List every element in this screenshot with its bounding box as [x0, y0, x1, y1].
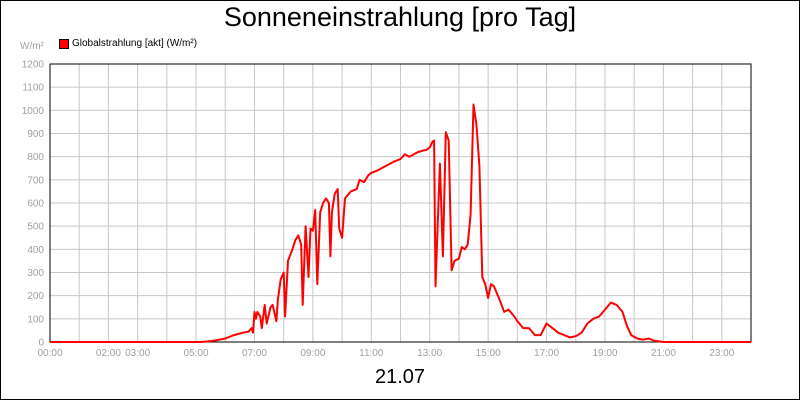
y-tick-label: 1200 — [22, 60, 45, 71]
y-tick-label: 1000 — [22, 106, 45, 117]
plot-border — [49, 63, 752, 343]
y-tick-label: 400 — [27, 245, 44, 256]
x-tick-label: 09:00 — [300, 348, 325, 359]
x-tick-label: 02:00 — [96, 348, 121, 359]
x-tick-label: 21:00 — [651, 348, 676, 359]
y-tick-label: 1100 — [22, 83, 44, 94]
legend-swatch — [59, 38, 69, 49]
x-tick-label: 23:00 — [709, 348, 734, 359]
x-tick-label: 07:00 — [242, 348, 267, 359]
x-tick-label: 11:00 — [359, 348, 384, 359]
x-tick-label: 00:00 — [37, 348, 62, 359]
date-label: 21.07 — [374, 366, 426, 388]
y-tick-label: 800 — [27, 152, 44, 163]
x-tick-label: 03:00 — [125, 348, 150, 359]
x-tick-label: 05:00 — [184, 348, 209, 359]
y-tick-label: 0 — [38, 338, 44, 349]
y-tick-label: 100 — [27, 314, 44, 325]
y-tick-label: 500 — [27, 222, 44, 233]
x-tick-label: 17:00 — [534, 348, 559, 359]
chart-title: Sonneneinstrahlung [pro Tag] — [223, 2, 577, 32]
y-tick-label: 300 — [27, 268, 44, 279]
legend-label: Globalstrahlung [akt] (W/m²) — [72, 38, 198, 49]
legend: Globalstrahlung [akt] (W/m²) — [59, 38, 197, 49]
x-tick-label: 15:00 — [476, 348, 501, 359]
y-tick-label: 700 — [27, 175, 44, 186]
y-axis-unit-label: W/m² — [20, 41, 44, 52]
y-tick-label: 900 — [27, 129, 44, 140]
series-line-globalstrahlung — [50, 103, 751, 343]
x-tick-label: 13:00 — [417, 348, 442, 359]
x-tick-label: 19:00 — [592, 348, 617, 359]
y-tick-label: 200 — [27, 291, 44, 302]
y-tick-label: 600 — [27, 199, 44, 210]
